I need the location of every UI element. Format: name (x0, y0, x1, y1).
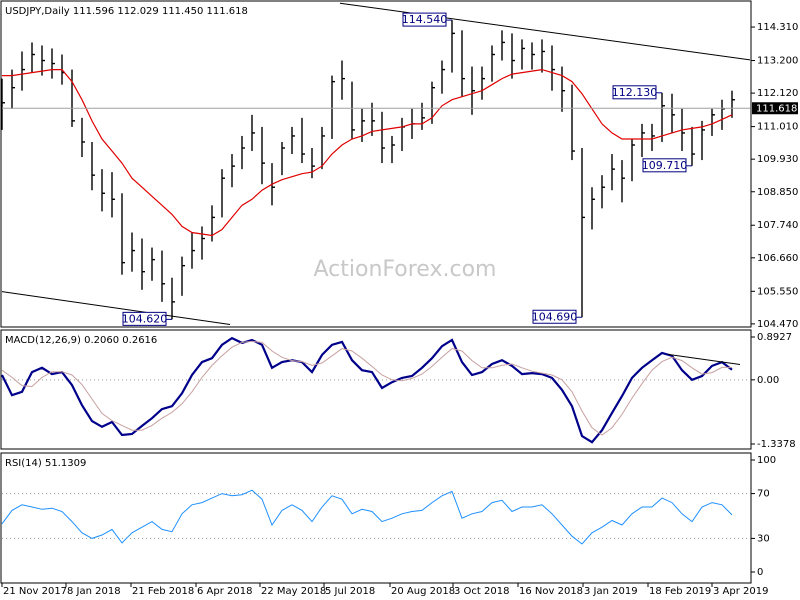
annotation-box (122, 311, 167, 326)
y-tick-label: 105.550 (757, 286, 798, 297)
x-tick-label: 21 Feb 2018 (132, 586, 194, 597)
trend-line (1, 291, 231, 325)
moving-average (2, 68, 733, 237)
y-tick-label: 70 (757, 489, 770, 500)
y-tick-label: 104.470 (757, 319, 798, 330)
macd-panel (0, 329, 752, 450)
x-tick-label: 3 Oct 2018 (454, 586, 509, 597)
annotation-label: 112.130 (612, 86, 658, 99)
y-tick-label: 0.8927 (757, 332, 792, 343)
panel-layer (1, 2, 751, 325)
x-tick-label: 5 Jul 2018 (325, 586, 375, 597)
annotation-box (642, 158, 687, 173)
y-tick-label: 100 (757, 455, 776, 466)
rsi-panel (0, 452, 752, 584)
panel-title: RSI(14) 51.1309 (5, 458, 86, 469)
x-tick-label: 8 Jan 2018 (67, 586, 121, 597)
panel-layer (1, 489, 750, 545)
y-tick-label: 0 (757, 567, 763, 578)
panel-layer (1, 336, 750, 444)
y-tick-label: -1.3378 (757, 439, 796, 450)
indicator-line (1, 489, 733, 545)
indicator-line (1, 340, 732, 436)
y-tick-label: 106.660 (757, 253, 798, 264)
panel-title: MACD(12,26,9) 0.2060 0.2616 (5, 335, 157, 346)
annotation-label: 114.540 (402, 13, 448, 26)
x-tick-label: 18 Feb 2019 (649, 586, 711, 597)
y-tick-label: 30 (757, 533, 770, 544)
y-tick-label: 0.00 (757, 375, 779, 386)
annotation-label: 104.690 (532, 310, 578, 323)
y-tick-label: 108.850 (757, 187, 798, 198)
last-price-label: 111.618 (756, 103, 797, 114)
watermark: ActionForex.com (314, 257, 497, 282)
trend-line (667, 353, 741, 365)
x-tick-label: 6 Apr 2018 (197, 586, 252, 597)
y-tick-label: 109.930 (757, 154, 798, 165)
annotation-box (402, 12, 447, 27)
x-tick-label: 3 Jan 2019 (584, 586, 638, 597)
x-tick-label: 21 Nov 2017 (3, 586, 67, 597)
annotation-box (532, 309, 577, 324)
indicator-line (1, 336, 733, 444)
price-panel (0, 0, 752, 328)
y-tick-label: 111.010 (757, 122, 798, 133)
panel-title: USDJPY,Daily 111.596 112.029 111.450 111… (5, 6, 248, 17)
annotation-label: 104.620 (122, 312, 168, 325)
annotation-label: 109.710 (642, 159, 688, 172)
x-tick-label: 20 Aug 2018 (391, 586, 455, 597)
x-tick-label: 3 Apr 2019 (713, 586, 768, 597)
x-tick-label: 22 May 2018 (261, 586, 326, 597)
y-tick-label: 112.120 (757, 88, 798, 99)
y-tick-label: 107.740 (757, 220, 798, 231)
y-tick-label: 113.200 (757, 56, 798, 67)
last-price-box (752, 102, 798, 115)
x-tick-label: 16 Nov 2018 (519, 586, 583, 597)
y-tick-label: 114.310 (757, 22, 798, 33)
annotation-box (612, 85, 657, 100)
